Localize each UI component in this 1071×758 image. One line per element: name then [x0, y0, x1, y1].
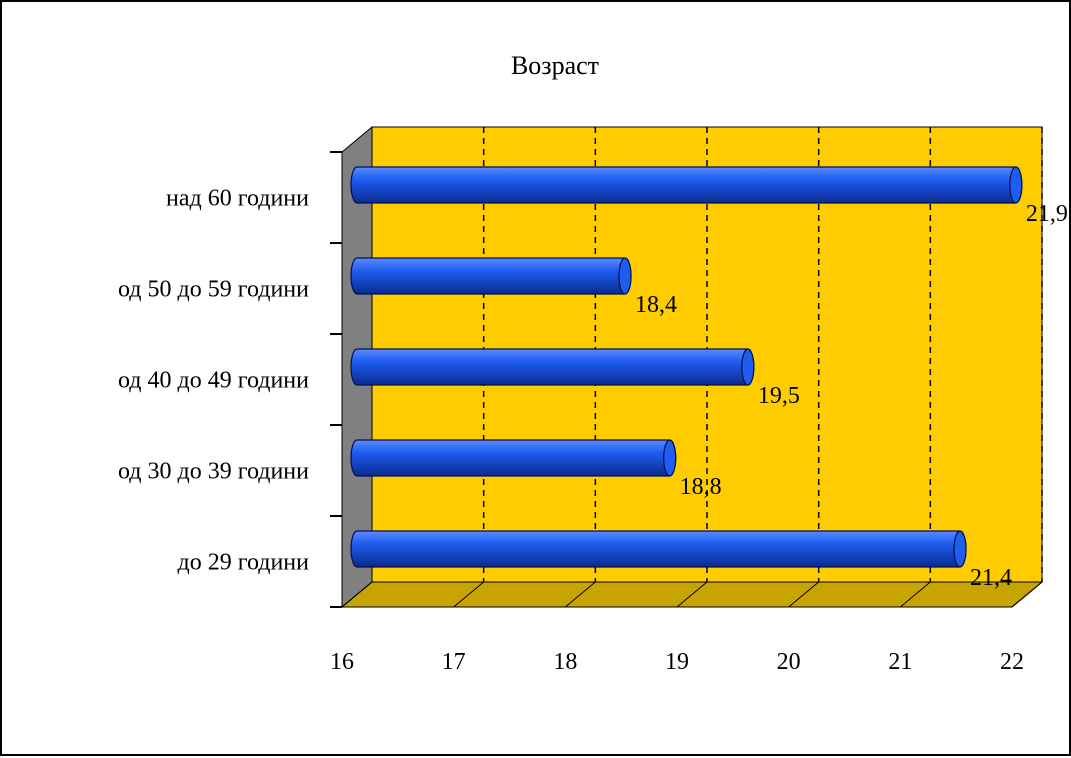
floor-gridline: [341, 581, 373, 608]
bar-cap: [741, 348, 755, 386]
x-tick-label: 17: [442, 649, 466, 675]
x-tick-label: 20: [777, 649, 801, 675]
x-tick-label: 16: [330, 649, 354, 675]
category-label: од 50 до 59 години: [118, 277, 309, 303]
category-label: до 29 години: [177, 550, 309, 576]
category-label: од 30 до 39 години: [118, 459, 309, 485]
bar: [350, 348, 755, 386]
bar-cap: [663, 439, 677, 477]
floor-gridline: [1011, 581, 1043, 608]
category-label: од 40 до 49 години: [118, 368, 309, 394]
x-tick-label: 22: [1000, 649, 1024, 675]
data-label: 18,4: [635, 292, 677, 318]
x-tick-label: 18: [553, 649, 577, 675]
data-label: 21,4: [970, 565, 1012, 591]
bar: [350, 439, 677, 477]
x-tick-label: 19: [665, 649, 689, 675]
data-label: 18,8: [680, 474, 722, 500]
bar-cap: [1009, 166, 1023, 204]
bar-cap: [618, 257, 632, 295]
bar: [350, 530, 967, 568]
floor-gridline: [900, 581, 931, 608]
floor-gridline: [676, 581, 708, 608]
x-tick-label: 21: [888, 649, 912, 675]
floor-gridline: [565, 581, 596, 608]
bar-cap: [953, 530, 967, 568]
floor-gridline: [453, 581, 484, 608]
data-label: 21,9: [1026, 201, 1068, 227]
data-label: 19,5: [758, 383, 800, 409]
floor-gridline: [788, 581, 819, 608]
bar: [350, 257, 632, 295]
category-label: над 60 години: [166, 186, 309, 212]
bar: [350, 166, 1023, 204]
chart-title: Возраст: [511, 51, 599, 80]
